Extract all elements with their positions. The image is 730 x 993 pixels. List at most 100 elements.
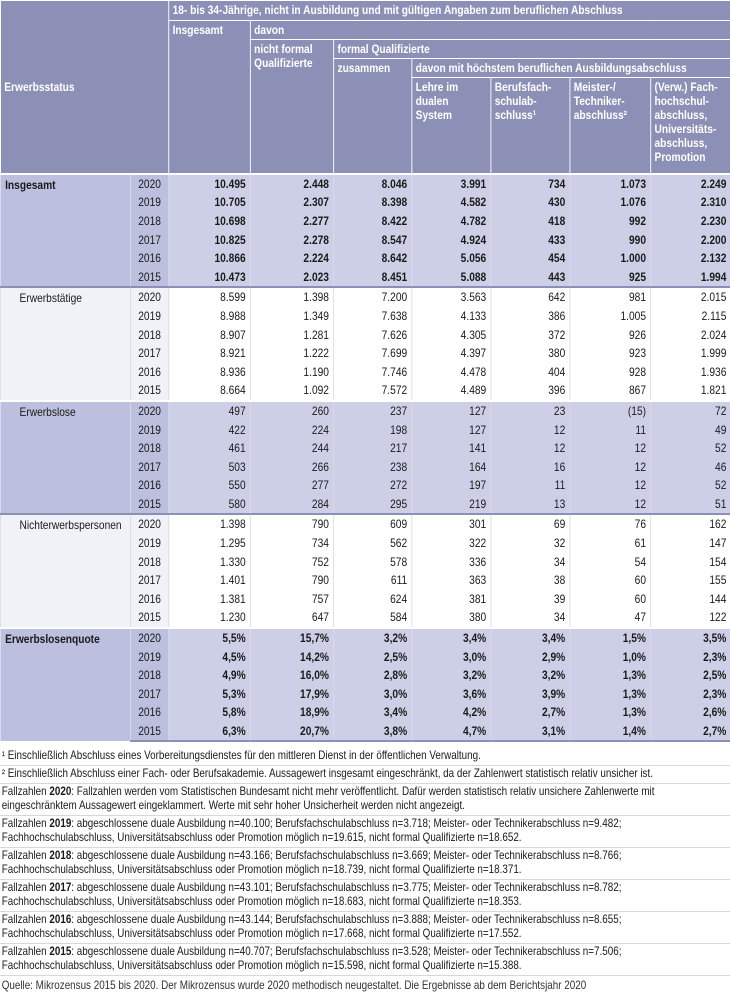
value-cell: 2.200	[650, 230, 730, 249]
value-cell: 1.190	[249, 362, 334, 382]
value-cell: 380	[490, 343, 570, 363]
value-cell: 2.115	[650, 306, 730, 326]
value-cell: 926	[569, 325, 651, 344]
year-cell: 2016	[130, 589, 169, 609]
group-label: Erwerbstätige	[0, 286, 131, 401]
table-row: Erwerbslosenquote 2020 5,5% 15,7% 3,2% 3,4% 3,…	[0, 626, 730, 742]
value-cell: 1,4%	[569, 721, 651, 743]
value-cell: 3,5%	[650, 626, 730, 648]
case-count-year: 2016	[49, 913, 72, 927]
value-cell: 127	[411, 420, 491, 439]
value-cell: 2,7%	[490, 703, 570, 722]
value-cell: 2.023	[249, 267, 334, 288]
value-cell: 127	[411, 399, 491, 421]
row-label-header: Erwerbsstatus	[0, 0, 170, 174]
value-cell: 2,5%	[333, 647, 412, 666]
value-cell: 1.295	[168, 533, 251, 553]
year-cell: 2017	[130, 343, 169, 363]
value-cell: 1.222	[249, 343, 334, 363]
header-davon: davon	[249, 20, 730, 40]
value-cell: 430	[490, 193, 570, 212]
value-cell: 925	[569, 267, 651, 288]
case-count-text: : abgeschlossene duale Ausbildung n=40.7…	[1, 945, 622, 973]
case-count-year: 2015	[49, 945, 72, 959]
value-cell: 2.277	[249, 211, 334, 231]
table-body: Insgesamt 2020 10.495 2.448 8.046 3.991 734 1.0…	[0, 172, 730, 743]
value-cell: 155	[650, 570, 730, 590]
header-davon-hoechst: davon mit höchstem beruflichen Ausbildun…	[411, 58, 730, 78]
value-cell: 404	[490, 362, 570, 382]
header-top: 18- bis 34-Jährige, nicht in Ausbildung …	[168, 0, 730, 21]
case-count-prefix: Fallzahlen	[1, 785, 47, 799]
value-cell: 284	[249, 494, 334, 515]
value-cell: 18,9%	[249, 703, 334, 722]
table-row: 2019 8.988 1.349 7.638 4.133 386 1.005 2.115	[0, 306, 730, 326]
column-header: (Verw.) Fach­hochschul­abschluss, Univer…	[650, 77, 730, 174]
source-line: Quelle: Mikrozensus 2015 bis 2020. Der M…	[2, 979, 586, 993]
value-cell: 5,8%	[168, 703, 251, 722]
value-cell: 122	[650, 608, 730, 628]
value-cell: 981	[569, 286, 651, 307]
table-row: Nichterwerbspersonen 2020 1.398 790 609 301 69…	[0, 513, 730, 628]
value-cell: 2.278	[249, 230, 334, 249]
group-label: Erwerbslosenquote	[0, 626, 131, 742]
value-cell: 147	[650, 533, 730, 553]
value-cell: 2,3%	[650, 684, 730, 704]
table-row: 2017 5,3% 17,9% 3,0% 3,6% 3,9% 1,3% 2,3%	[0, 684, 730, 704]
value-cell: 1.349	[249, 306, 334, 326]
value-cell: 3,2%	[411, 665, 491, 685]
value-cell: 2,6%	[650, 703, 730, 722]
value-cell: 295	[333, 494, 412, 515]
value-cell: 49	[650, 420, 730, 439]
value-cell: 3,0%	[411, 647, 491, 666]
value-cell: 3.991	[411, 172, 491, 194]
value-cell: 141	[411, 438, 491, 458]
value-cell: 609	[333, 513, 412, 534]
header-insgesamt: Insgesamt	[168, 20, 251, 174]
case-count-text: : abgeschlossene duale Ausbildung n=43.1…	[1, 849, 622, 877]
table-row: 2015 1.230 647 584 380 34 47 122	[0, 608, 730, 628]
case-count-note: Fallzahlen 2016: abgeschlossene duale Au…	[0, 912, 730, 945]
value-cell: 8.664	[168, 381, 251, 401]
value-cell: 11	[569, 420, 651, 439]
table-row: 2016 8.936 1.190 7.746 4.478 404 928 1.936	[0, 362, 730, 382]
group-label: Insgesamt	[0, 172, 131, 288]
footnote: ² Einschließlich Abschluss einer Fach- o…	[0, 766, 730, 785]
year-cell: 2015	[130, 494, 169, 515]
value-cell: 23	[490, 399, 570, 421]
value-cell: 380	[411, 608, 491, 628]
table-row: 2018 461 244 217 141 12 12 52	[0, 438, 730, 458]
table-header: Erwerbsstatus 18- bis 34-Jährige, nicht …	[0, 0, 730, 174]
value-cell: 5,3%	[168, 684, 251, 704]
value-cell: 6,3%	[168, 721, 251, 743]
value-cell: 2.310	[650, 193, 730, 212]
value-cell: 4.924	[411, 230, 491, 249]
year-cell: 2015	[130, 381, 169, 401]
value-cell: 61	[569, 533, 651, 553]
case-count-prefix: Fallzahlen	[1, 849, 47, 863]
year-cell: 2019	[130, 420, 169, 439]
value-cell: 2,7%	[650, 721, 730, 743]
case-count-note: Fallzahlen 2020: Fallzahlen werden vom S…	[0, 784, 730, 817]
value-cell: 7.200	[333, 286, 412, 307]
value-cell: 1.381	[168, 589, 251, 609]
table-row: 2018 10.698 2.277 8.422 4.782 418 992 2.230	[0, 211, 730, 231]
value-cell: 1.092	[249, 381, 334, 401]
case-count-text: : abgeschlossene duale Ausbildung n=40.1…	[1, 817, 622, 845]
group-label: Erwerbslose	[0, 399, 131, 515]
value-cell: 60	[569, 570, 651, 590]
value-cell: 1.076	[569, 193, 651, 212]
source-row: Quelle: Mikrozensus 2015 bis 2020. Der M…	[0, 976, 730, 993]
value-cell: 8.936	[168, 362, 251, 382]
value-cell: 13	[490, 494, 570, 515]
value-cell: 503	[168, 457, 251, 476]
value-cell: 1.230	[168, 608, 251, 628]
year-cell: 2017	[130, 230, 169, 249]
value-cell: 2.307	[249, 193, 334, 212]
value-cell: 1,3%	[569, 665, 651, 685]
year-cell: 2016	[130, 362, 169, 382]
table-row: 2017 10.825 2.278 8.547 4.924 433 990 2.200	[0, 230, 730, 249]
value-cell: 10.705	[168, 193, 251, 212]
